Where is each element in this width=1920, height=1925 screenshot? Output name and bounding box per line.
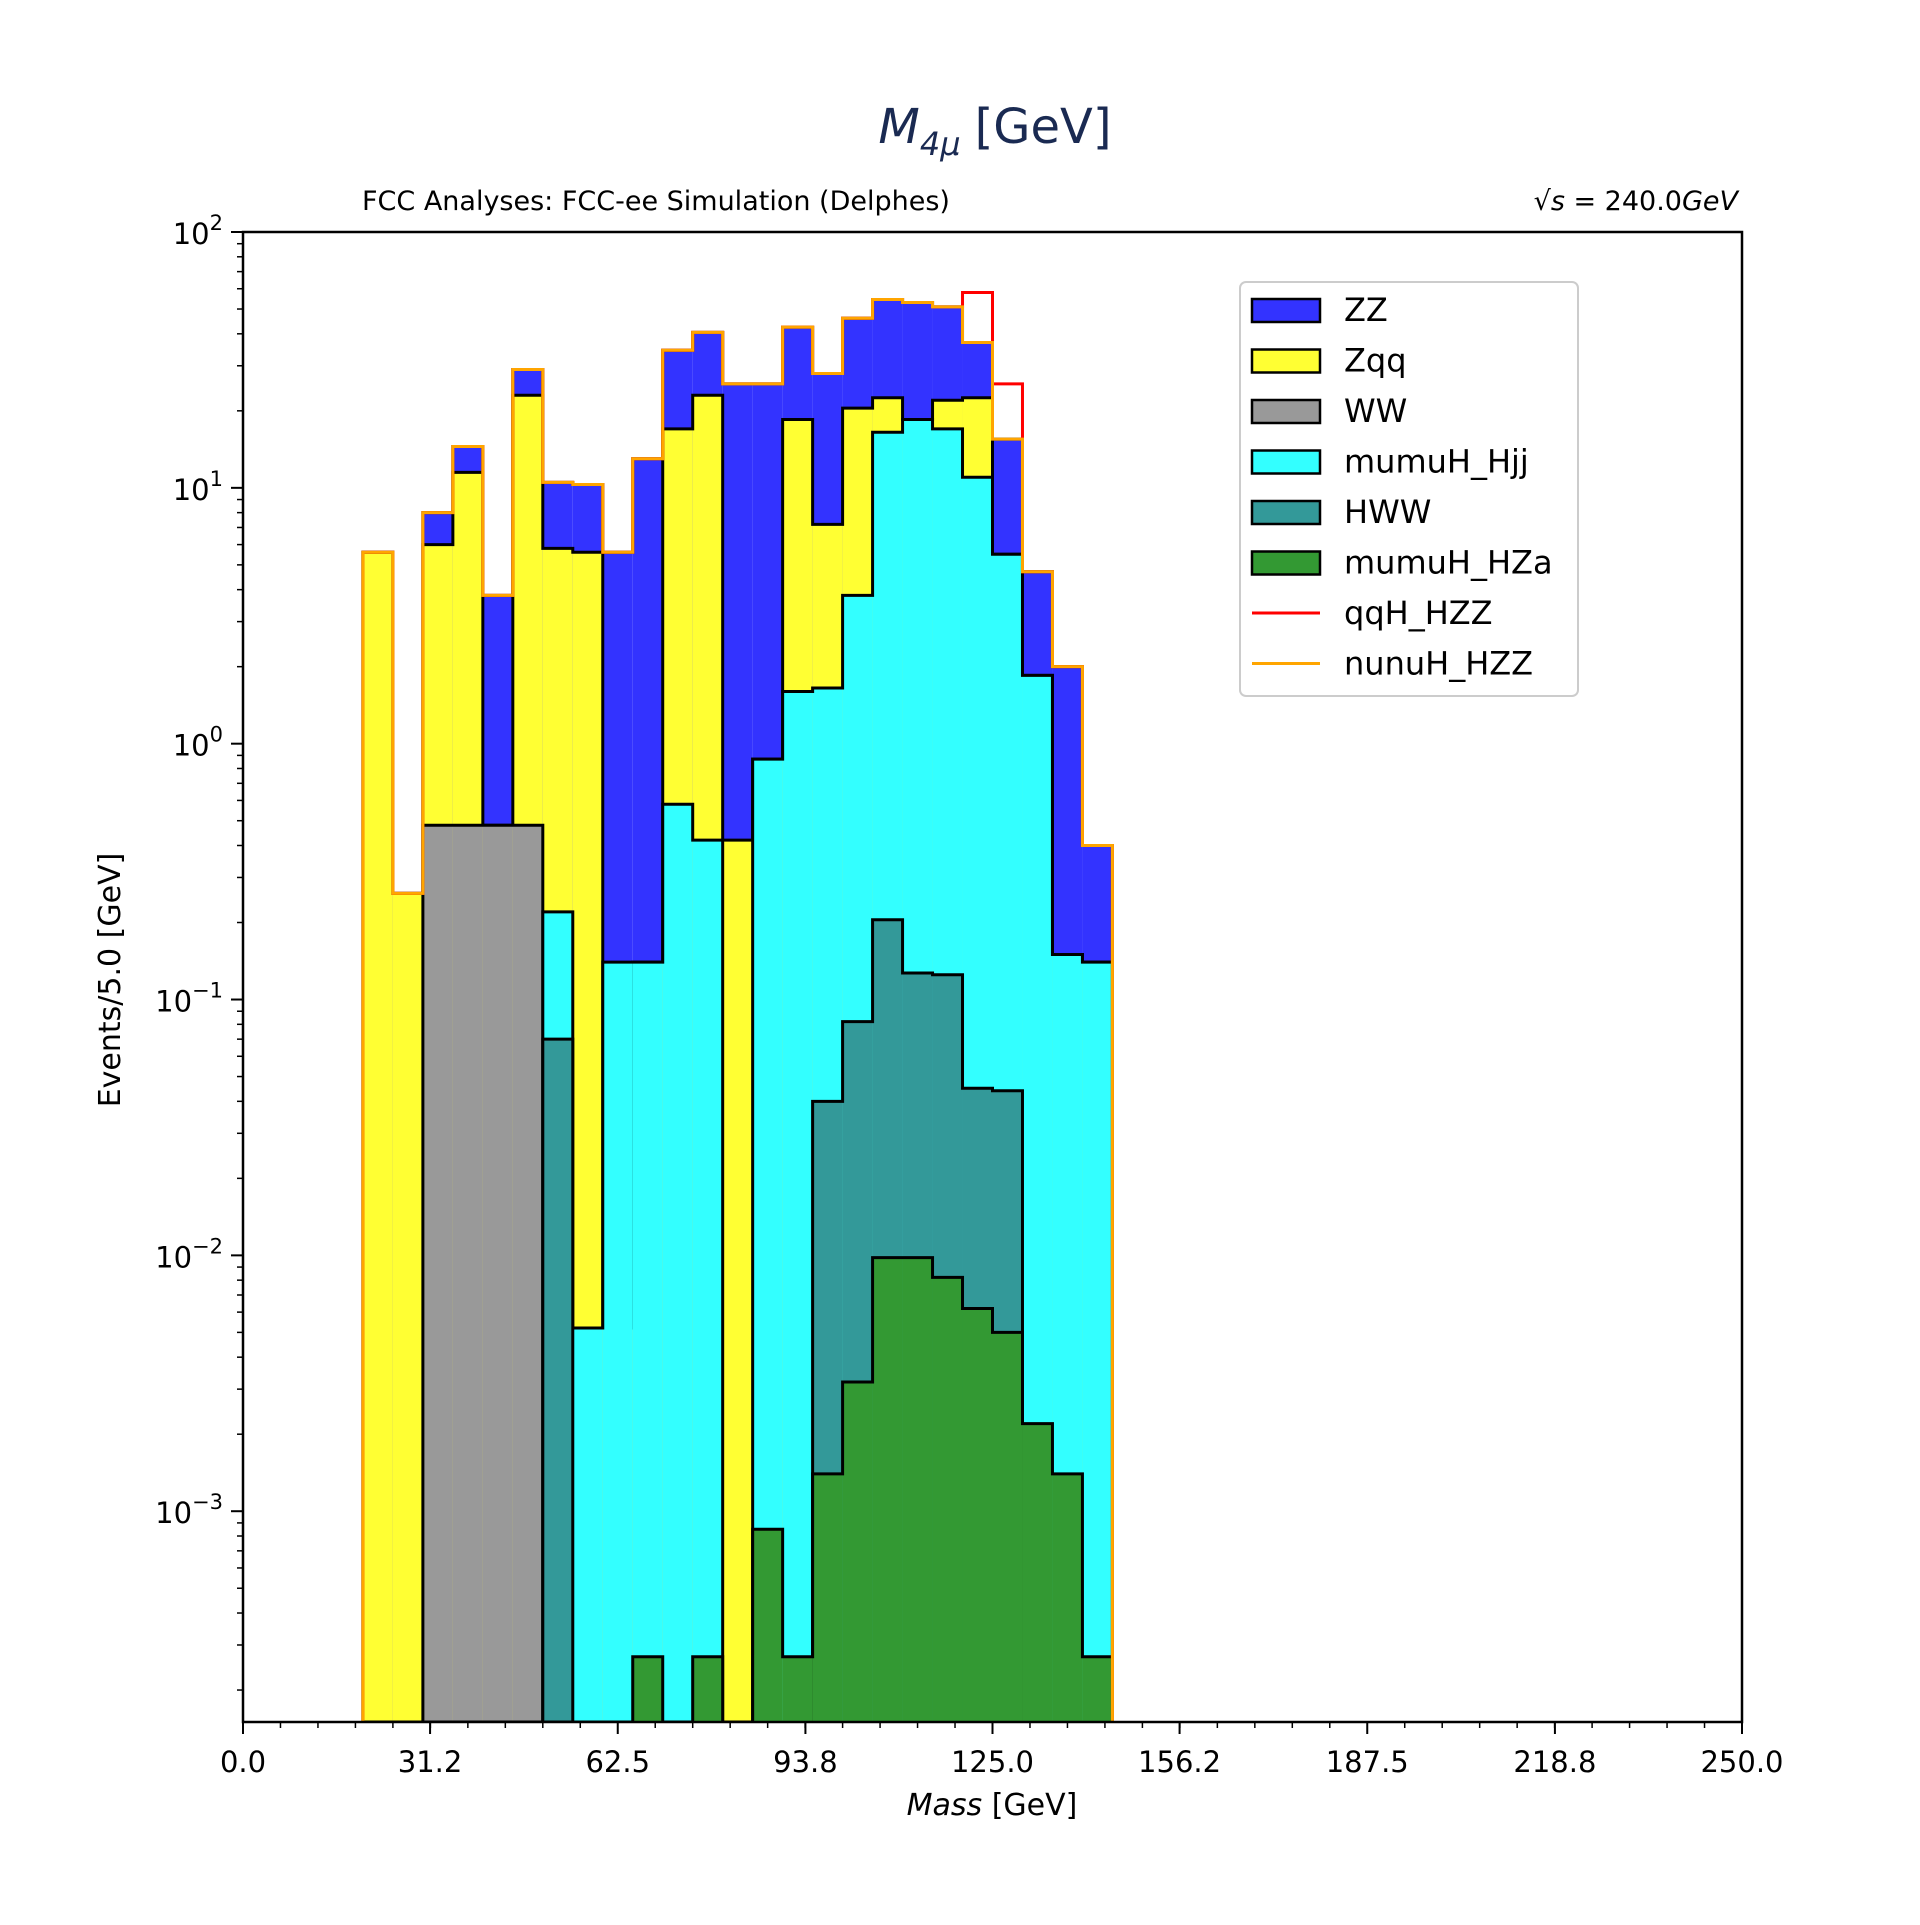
x-tick-label: 218.8 [1513,1745,1596,1779]
bar-mumuh-hza [902,1257,933,1722]
bar-ww [452,825,483,1722]
x-tick-label: 93.8 [773,1745,838,1779]
legend-item-zqq: Zqq [1250,342,1407,380]
legend-label: nunuH_HZZ [1344,645,1533,683]
bar-zqq [722,840,753,1722]
outline-mumuh-hza [362,1256,1114,1722]
bar-ww [512,825,543,1722]
x-tick-label: 156.2 [1138,1745,1221,1779]
bar-mumuh-hza [872,1257,903,1722]
bar-hww [542,1039,573,1722]
bar-mumuh-hza [692,1656,723,1722]
outline-mumuh-hjj [362,417,1114,1722]
legend-item-zz: ZZ [1250,291,1388,329]
legend-swatch [1250,449,1322,475]
subtitle-right: √s = 240.0GeV [1534,186,1741,217]
legend-label: ZZ [1344,291,1388,329]
subtitle-left: FCC Analyses: FCC-ee Simulation (Delphes… [362,186,950,217]
legend-label: WW [1344,392,1407,430]
legend-label: Zqq [1344,342,1407,380]
x-tick-label: 125.0 [951,1745,1034,1779]
line-nunuh-hzz [361,297,1114,1722]
bar-ww [482,825,513,1722]
outline-ww [362,823,1113,1722]
bar-mumuh-hza [932,1277,963,1722]
x-tick-label: 62.5 [585,1745,650,1779]
legend-swatch [1250,398,1322,425]
bar-mumuh-hjj [632,962,663,1722]
y-tick-label: 101 [173,467,223,507]
bar-mumuh-hza [782,1656,813,1722]
stacked-bars [361,297,1114,1722]
bar-mumuh-hjj [1082,962,1113,1722]
bar-mumuh-hza [962,1308,993,1722]
axes: 0.0 31.2 62.5 93.8 125.0 156.2 187.5 218.8 250.0… [155,211,1783,1779]
y-tick-label: 100 [173,723,223,763]
x-tick-label: 187.5 [1326,1745,1409,1779]
outline-hww [362,918,1113,1722]
bar-mumuh-hza [842,1381,873,1722]
bar-mumuh-hza [1022,1423,1053,1722]
bar-mumuh-hjj [692,840,723,1722]
bar-mumuh-hjj [602,962,633,1722]
bar-mumuh-hza [1082,1656,1113,1722]
legend-swatch [1250,550,1322,576]
legend-item-ww: WW [1250,392,1407,430]
legend-item-mumuh-hza: mumuH_HZa [1250,544,1553,582]
legend-label: HWW [1344,493,1431,531]
bar-mumuh-hza [1052,1473,1083,1722]
series-ww [362,823,1113,1722]
bar-mumuh-hjj [572,1328,603,1722]
legend-label: mumuH_Hjj [1344,443,1529,481]
bar-zqq [362,552,393,1722]
legend-item-hww: HWW [1250,493,1431,531]
y-tick-label: 10−3 [155,1490,223,1530]
bar-mumuh-hza [812,1473,843,1722]
legend-item-nunuh-hzz: nunuH_HZZ [1252,645,1533,683]
bar-mumuh-hza [992,1332,1023,1722]
x-tick-label: 250.0 [1700,1745,1783,1779]
bar-ww [422,825,453,1722]
y-axis-label: Events/5.0 [GeV] [93,853,128,1108]
legend-label: qqH_HZZ [1344,594,1493,632]
legend-swatch [1250,348,1322,374]
bar-mumuh-hza [632,1656,663,1722]
legend-swatch [1250,297,1322,324]
y-tick-label: 10−1 [155,979,223,1019]
chart-title: M4μ [GeV] [878,99,1111,163]
legend-swatch [1250,499,1322,526]
legend-label: mumuH_HZa [1344,544,1553,582]
outline-lines [361,291,1114,1722]
x-tick-label: 0.0 [220,1745,266,1779]
legend-box [1239,281,1579,697]
bar-mumuh-hjj [662,804,693,1722]
x-tick-label: 31.2 [398,1745,463,1779]
bar-mumuh-hza [752,1529,783,1722]
bar-mumuh-hjj [782,691,813,1722]
y-tick-label: 10−2 [155,1234,223,1274]
series-mumuh-hza [362,1256,1114,1722]
y-tick-label: 102 [173,211,223,251]
x-axis-label: Mass [GeV] [907,1788,1078,1823]
legend-item-mumuh-hjj: mumuH_Hjj [1250,443,1529,481]
legend: ZZ Zqq WW mumuH_Hjj HWW mumuH_HZa qqH_HZZ nunuH… [1239,281,1579,697]
legend-item-qqh-hzz: qqH_HZZ [1252,594,1493,632]
bar-zqq [392,893,423,1722]
